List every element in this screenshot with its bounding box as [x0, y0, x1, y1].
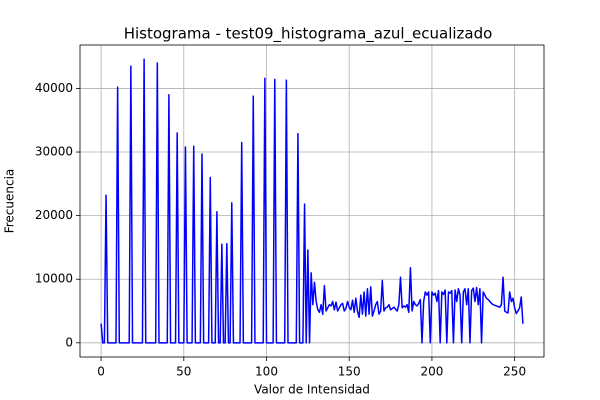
x-tick-label: 200: [420, 365, 443, 379]
y-tick-label: 40000: [35, 81, 73, 95]
x-axis-label: Valor de Intensidad: [254, 383, 370, 397]
y-axis-label: Frecuencia: [3, 169, 17, 234]
plot-frame: [79, 44, 545, 358]
x-tick-label: 0: [97, 365, 105, 379]
x-tick-label: 150: [338, 365, 361, 379]
x-tick-label: 250: [503, 365, 526, 379]
x-tick-label: 50: [176, 365, 191, 379]
y-tick-label: 0: [65, 335, 73, 349]
y-tick-label: 30000: [35, 145, 73, 159]
y-tick-label: 10000: [35, 272, 73, 286]
data-line: [100, 58, 524, 344]
chart-title: Histograma - test09_histograma_azul_ecua…: [124, 25, 493, 44]
y-tick-label: 20000: [35, 208, 73, 222]
x-tick-label: 100: [255, 365, 278, 379]
